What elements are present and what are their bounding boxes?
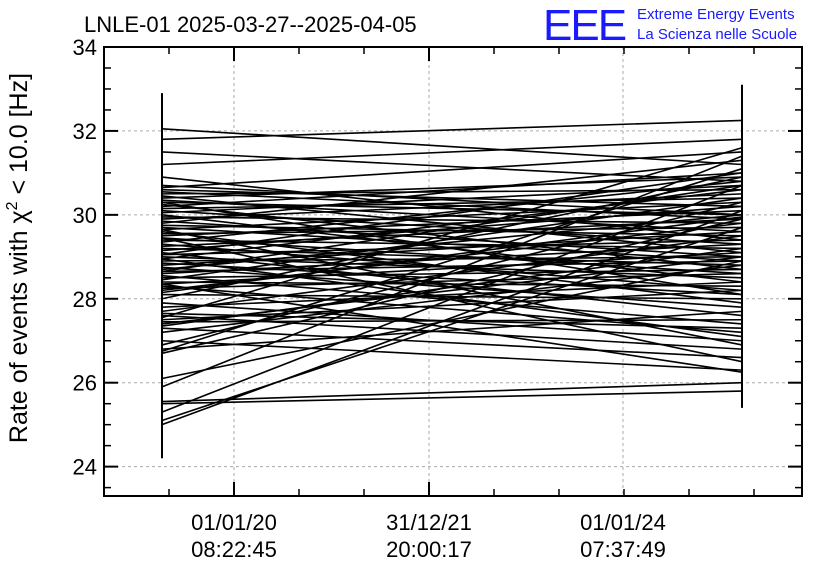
logo-text: EEE [543,1,626,50]
data-segment [161,176,743,300]
data-segment [161,176,743,199]
y-tick-label: 30 [73,203,97,228]
y-tick-label: 28 [73,287,97,312]
data-segment [161,201,743,231]
logo-line-2: La Scienza nelle Scuole [637,26,797,43]
x-tick-label-time: 20:00:17 [386,537,472,562]
error-bars [161,84,743,459]
data-segment [161,151,743,183]
data-segment [161,390,743,405]
data-segment [161,260,743,273]
data-segment [161,285,743,334]
chart-title: LNLE-01 2025-03-27--2025-04-05 [84,12,417,37]
data-segment [161,258,743,338]
y-axis-ticks: 24 26 28 30 32 34 [73,35,802,489]
data-segment [161,209,743,426]
data-segment [161,159,743,225]
data-segment [161,180,743,243]
x-tick-label-date: 31/12/21 [386,510,472,535]
data-segment [161,172,743,208]
data-segment [161,260,743,380]
data-segment [161,151,743,189]
y-label-superscript: 2 [4,201,21,210]
data-segment [161,184,743,413]
data-segment [161,216,743,294]
data-segment [161,146,743,319]
data-segment [161,201,743,296]
plot-frame [103,46,803,497]
data-segment [161,197,743,281]
data-segment [161,184,743,273]
data-segment [161,119,743,141]
data-segment [161,283,743,374]
grid-lines [104,47,802,496]
data-segment [161,289,743,321]
data-segment [161,138,743,166]
logo-line-1: Extreme Energy Events [637,6,795,23]
x-tick-label-date: 01/01/24 [580,510,666,535]
y-tick-label: 32 [73,119,97,144]
data-segment [161,172,743,256]
y-tick-label: 24 [73,455,97,480]
x-tick-label-time: 07:37:49 [580,537,666,562]
data-segment [161,247,743,327]
data-segment [161,218,743,355]
data-segment [161,184,743,214]
data-segment [161,237,743,363]
data-segment [161,239,743,256]
data-segment [161,184,743,216]
data-segment [161,310,743,350]
eee-logo: EEE Extreme Energy Events La Scienza nel… [543,1,797,50]
y-axis-label: Rate of events with χ2 < 10.0 [Hz] [4,73,33,443]
x-tick-label-time: 08:22:45 [191,537,277,562]
data-segment [161,155,743,388]
data-segment [161,188,743,260]
data-segment [161,209,743,246]
data-segment [161,327,743,359]
data-segment [161,281,743,308]
y-tick-label: 34 [73,35,97,60]
data-segment [161,128,743,166]
y-tick-label: 26 [73,371,97,396]
data-segments [161,119,743,426]
data-segment [161,381,743,403]
data-segment [161,302,743,342]
x-tick-label-date: 01/01/20 [191,510,277,535]
y-label-suffix: < 10.0 [Hz] [5,73,33,202]
plot-border [103,46,803,497]
data-segment [161,339,743,371]
y-label-prefix: Rate of events with χ [5,210,33,443]
data-segment [161,293,743,300]
